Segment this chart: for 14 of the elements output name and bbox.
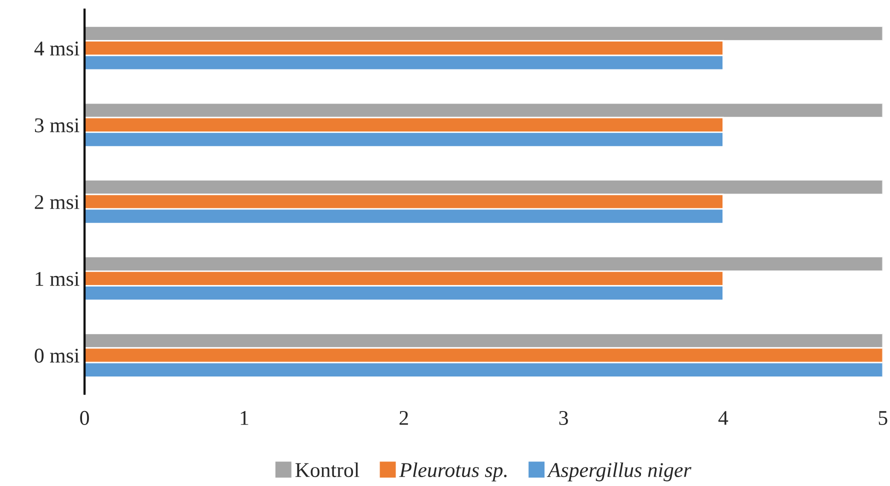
y-tick-label: 4 msi — [34, 42, 80, 56]
x-tick-label: 4 — [718, 411, 728, 425]
x-tick-label: 5 — [878, 411, 888, 425]
legend-label: Kontrol — [295, 462, 360, 478]
legend-label: Pleurotus sp. — [399, 462, 507, 482]
x-tick-label: 3 — [559, 410, 568, 425]
x-tick-label: 0 — [80, 410, 89, 425]
y-tick-label: 3 msi — [34, 118, 80, 132]
y-tick-label: 1 msi — [36, 272, 80, 286]
legend-label: Aspergillus niger — [546, 462, 692, 482]
x-tick-label: 2 — [400, 410, 408, 425]
x-tick-label: 1 — [240, 411, 248, 425]
y-tick-label: 0 msi — [34, 348, 80, 363]
y-tick-label: 2 msi — [34, 195, 80, 210]
